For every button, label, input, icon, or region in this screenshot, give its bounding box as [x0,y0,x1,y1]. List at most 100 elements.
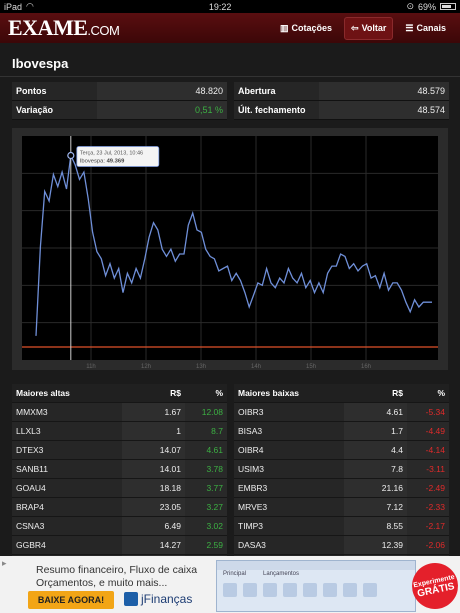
price-cell: 7.8 [344,460,407,478]
change-cell: -2.17 [407,517,449,535]
canais-button[interactable]: ☰ Canais [405,22,446,34]
ad-banner[interactable]: Resumo financeiro, Fluxo de caixa Orçame… [0,556,460,613]
change-cell: 3.78 [185,460,227,478]
table-row[interactable]: BRAP4 23.05 3.27 [12,498,227,517]
stat-value: 48.579 [319,82,449,100]
column-header: Maiores baixas [234,384,344,402]
ticker-cell: LLXL3 [12,422,122,440]
change-cell: -2.33 [407,498,449,516]
status-bar: iPad ◠ 19:22 ⊙ 69% [0,0,460,13]
ad-brand: jFinanças [124,592,192,606]
table-header: Maiores baixas R$ % [234,384,449,403]
column-header: % [185,384,227,402]
table-row[interactable]: GOAU4 18.18 3.77 [12,479,227,498]
stat-value: 0,51 % [97,101,227,119]
battery-percent: 69% [417,1,436,12]
table-row[interactable]: SANB11 14.01 3.78 [12,460,227,479]
ticker-cell: USIM3 [234,460,344,478]
price-cell: 14.01 [122,460,185,478]
change-cell: -2.49 [407,479,449,497]
ad-info-icon[interactable]: ▸ [2,558,7,568]
price-cell: 18.18 [122,479,185,497]
ad-line: Orçamentos, e muito mais... [36,577,168,589]
tooltip-date: Terça, 23 Jul, 2013, 10:46 [80,151,143,157]
x-tick-label: 16h [361,364,371,370]
tooltip-box [76,146,160,167]
cotacoes-button[interactable]: ▥ Cotações [279,22,333,34]
stats-right: Abertura 48.579 Últ. fechamento 48.574 [234,82,449,120]
list-icon: ☰ [405,22,414,33]
price-cell: 1.67 [122,403,185,421]
stat-value: 48.820 [97,82,227,100]
clock: 19:22 [208,1,232,12]
table-row[interactable]: MRVE3 7.12 -2.33 [234,498,449,517]
ibovespa-chart[interactable]: 11h 12h 13h 14h 15h 16h Terça, 23 Jul, 2013, 1… [12,128,448,370]
table-row[interactable]: OIBR3 4.61 -5.34 [234,403,449,422]
stat-label: Últ. fechamento [234,101,319,119]
table-row[interactable]: TIMP3 8.55 -2.17 [234,517,449,536]
table-row[interactable]: BISA3 1.7 -4.49 [234,422,449,441]
hover-point [67,151,75,160]
table-row[interactable]: USIM3 7.8 -3.11 [234,460,449,479]
price-cell: 8.55 [344,517,407,535]
ad-app-screenshot: Principal Lançamentos [216,560,416,612]
ad-download-button[interactable]: BAIXE AGORA! [28,591,114,609]
ticker-cell: BRAP4 [12,498,122,516]
table-row[interactable]: CSNA3 6.49 3.02 [12,517,227,536]
price-cell: 6.49 [122,517,185,535]
stat-label: Abertura [234,82,319,100]
ticker-cell: GGBR4 [12,536,122,554]
table-row[interactable]: EMBR3 21.16 -2.49 [234,479,449,498]
stats-left: Pontos 48.820 Variação 0,51 % [12,82,227,120]
x-tick-label: 15h [306,364,316,370]
stat-row-abertura: Abertura 48.579 [234,82,449,101]
ticker-cell: SANB11 [12,460,122,478]
maiores-baixas-table: Maiores baixas R$ % OIBR3 4.61 -5.34 BISA3 1… [234,384,449,574]
change-cell: 3.77 [185,479,227,497]
chart-icon: ▥ [279,22,289,33]
table-row[interactable]: DTEX3 14.07 4.61 [12,441,227,460]
ticker-cell: GOAU4 [12,479,122,497]
ticker-cell: BISA3 [234,422,344,440]
table-row[interactable]: DASA3 12.39 -2.06 [234,536,449,555]
ticker-cell: DTEX3 [12,441,122,459]
price-cell: 14.07 [122,441,185,459]
change-cell: 12.08 [185,403,227,421]
change-cell: -4.14 [407,441,449,459]
change-cell: 4.61 [185,441,227,459]
price-cell: 4.61 [344,403,407,421]
ad-line: Resumo financeiro, Fluxo de caixa [36,564,198,576]
ticker-cell: OIBR3 [234,403,344,421]
price-cell: 14.27 [122,536,185,554]
change-cell: 3.02 [185,517,227,535]
x-tick-label: 14h [251,364,261,370]
ad-text: Resumo financeiro, Fluxo de caixa Orçame… [36,564,197,590]
exame-logo[interactable]: EXAME.COM [8,15,120,40]
column-header: R$ [122,384,185,402]
stat-label: Pontos [12,82,97,100]
change-cell: -5.34 [407,403,449,421]
back-arrow-icon: ⇦ [351,22,359,33]
ticker-cell: MRVE3 [234,498,344,516]
device-label: iPad [4,1,23,12]
ticker-cell: MMXM3 [12,403,122,421]
table-row[interactable]: LLXL3 1 8.7 [12,422,227,441]
wifi-icon: ◠ [26,1,34,11]
divider [0,76,460,77]
ticker-cell: EMBR3 [234,479,344,497]
battery-icon [440,3,456,10]
x-tick-label: 12h [141,364,151,370]
change-cell: 3.27 [185,498,227,516]
table-row[interactable]: GGBR4 14.27 2.59 [12,536,227,555]
table-row[interactable]: MMXM3 1.67 12.08 [12,403,227,422]
app-header: EXAME.COM ▥ Cotações ⇦ Voltar ☰ Canais [0,13,460,43]
change-cell: 2.59 [185,536,227,554]
voltar-button[interactable]: ⇦ Voltar [344,16,394,40]
table-row[interactable]: OIBR4 4.4 -4.14 [234,441,449,460]
ad-tab: Principal [223,571,247,577]
change-cell: -4.49 [407,422,449,440]
column-header: Maiores altas [12,384,122,402]
price-cell: 23.05 [122,498,185,516]
price-cell: 21.16 [344,479,407,497]
price-cell: 12.39 [344,536,407,554]
